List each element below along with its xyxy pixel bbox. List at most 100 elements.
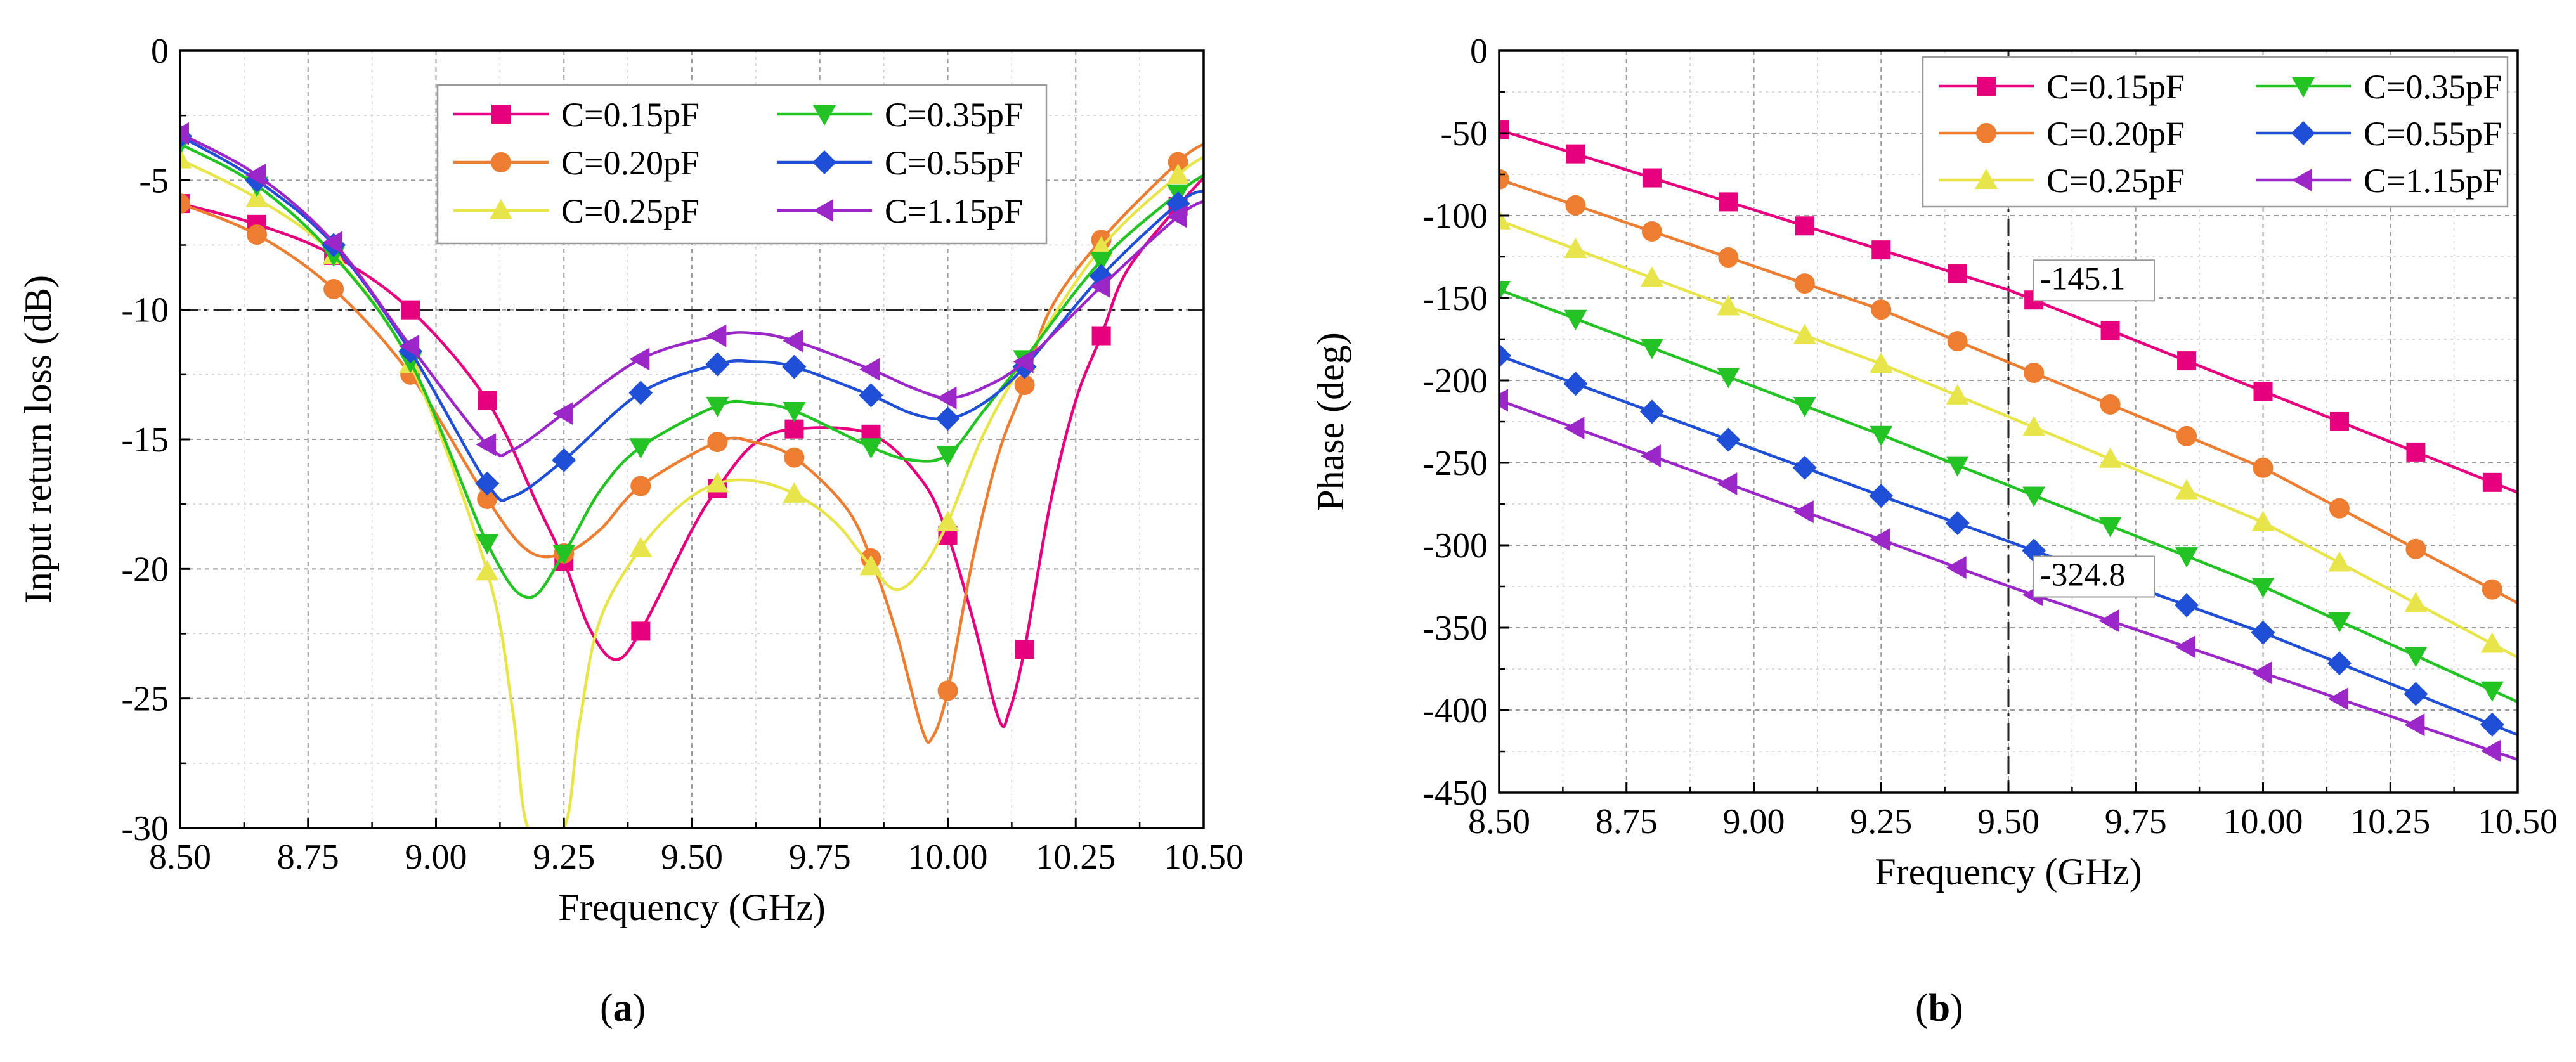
chart-b-point — [1870, 528, 1890, 552]
chart-b-point — [1564, 309, 1587, 330]
chart-a-x-tick-label: 9.75 — [789, 838, 851, 877]
chart-b-point — [2404, 592, 2428, 612]
chart-b-point — [1869, 484, 1894, 508]
chart-a-legend-entry: C=1.15pF — [777, 192, 1023, 230]
chart-a-series — [180, 122, 1204, 828]
chart-a-y-tick-label: 0 — [151, 32, 169, 71]
chart-a-point — [1013, 350, 1034, 373]
chart-b-point — [2098, 447, 2122, 468]
chart-b-annotation: -145.1 — [2033, 259, 2155, 302]
chart-b-point — [1642, 168, 1662, 188]
chart-a-point — [936, 386, 957, 410]
chart-a-line — [180, 155, 1204, 828]
chart-b-point — [2177, 351, 2197, 371]
chart-a-point — [936, 510, 959, 531]
chart-b-point — [1794, 273, 1815, 294]
chart-b-legend-entry: C=0.55pF — [2256, 115, 2502, 153]
chart-a-x-tick-label: 9.25 — [533, 838, 595, 877]
chart-b-x-tick-label: 9.00 — [1723, 802, 1785, 841]
chart-b-point — [2176, 425, 2197, 446]
chart-b-series-C=0.15pF — [1499, 120, 2518, 494]
chart-b-point — [2406, 442, 2426, 462]
chart-b-point — [2327, 612, 2351, 633]
chart-a-x-axis-title: Frequency (GHz) — [558, 886, 826, 928]
chart-a-point — [935, 406, 960, 431]
chart-a-point — [784, 419, 804, 439]
chart-b-x-axis-title: Frequency (GHz) — [1875, 851, 2142, 893]
chart-a-point — [1168, 152, 1188, 172]
chart-a-point — [1166, 205, 1187, 228]
chart-b-point — [1640, 444, 1661, 468]
chart-b-point — [1563, 372, 1588, 396]
chart-a-x-tick-label: 10.00 — [908, 838, 988, 877]
chart-a-point — [322, 231, 343, 254]
chart-a-point — [629, 347, 650, 371]
chart-a-legend-swatch-marker — [490, 199, 512, 219]
chart-b-annotation: -324.8 — [2033, 555, 2155, 598]
chart-a-legend-label: C=1.15pF — [885, 192, 1023, 230]
chart-b-point — [1946, 384, 1969, 405]
chart-b-y-axis-title: Phase (deg) — [1310, 332, 1351, 511]
chart-b-point — [2404, 713, 2425, 737]
chart-a-point — [1090, 252, 1113, 273]
chart-a-legend-box — [436, 84, 1048, 245]
chart-b: -145.1 -324.8 8.50 8.75 9.00 9.25 9.50 9.75 10.0… — [1310, 32, 2558, 893]
chart-b-point — [1793, 500, 1814, 524]
chart-b-series-C=0.20pF — [1499, 169, 2518, 604]
chart-a-point — [1166, 164, 1190, 185]
chart-b-point — [1870, 353, 1893, 373]
chart-a-point — [629, 438, 653, 459]
chart-a-x-tick-label: 9.50 — [661, 838, 723, 877]
chart-b-annotation-label: -324.8 — [2040, 557, 2125, 593]
chart-b-line — [1499, 219, 2518, 659]
chart-a-x-tick-label: 10.50 — [1164, 838, 1244, 877]
chart-a-point — [323, 278, 344, 299]
chart-a-point — [180, 148, 192, 169]
chart-a-point — [552, 448, 576, 472]
chart-b-point — [2251, 578, 2275, 598]
chart-b-point — [1946, 456, 1969, 477]
chart-b-point — [2098, 609, 2119, 633]
chart-a-point — [245, 164, 266, 187]
chart-b-point — [2175, 479, 2199, 500]
panel-label-a-letter: a — [613, 987, 633, 1030]
chart-b-series-C=0.35pF — [1499, 281, 2518, 704]
chart-a-point — [180, 193, 190, 214]
panel-label-b: (b) — [1915, 987, 1963, 1030]
chart-b-point — [2480, 739, 2501, 763]
chart-b-y-tick-label: -350 — [1422, 609, 1488, 648]
chart-b-point — [2329, 411, 2349, 431]
chart-b-point — [1717, 295, 1740, 316]
chart-b-point — [2404, 682, 2428, 706]
chart-b-point — [2022, 415, 2046, 436]
chart-b-point — [2100, 394, 2121, 415]
chart-a-y-tick-label: -10 — [121, 291, 169, 330]
chart-a-x-tick-label: 9.00 — [405, 838, 467, 877]
chart-b-y-tick-label: -250 — [1422, 444, 1488, 483]
chart-a-point — [706, 472, 729, 493]
chart-b-point — [2482, 472, 2502, 492]
panel-label-a: (a) — [600, 987, 646, 1030]
chart-b-point — [1640, 339, 1663, 359]
chart-a-legend-swatch-marker — [491, 152, 511, 172]
chart-b-x-tick-label: 10.00 — [2223, 802, 2303, 841]
chart-b-series-C=1.15pF — [1499, 389, 2518, 763]
chart-a-point — [476, 433, 497, 457]
chart-a-point — [552, 544, 576, 565]
chart-b-legend-label: C=0.15pF — [2046, 68, 2185, 106]
chart-b-point — [1641, 221, 1662, 242]
chart-a-point — [180, 122, 189, 145]
chart-b-line — [1499, 288, 2518, 704]
chart-a-point — [936, 446, 959, 467]
chart-b-y-tick-label: -150 — [1422, 279, 1488, 318]
chart-a-point — [783, 402, 806, 423]
chart-b-point — [2480, 681, 2504, 702]
chart-b-series — [1499, 120, 2518, 763]
chart-b-y-tick-label: -300 — [1422, 526, 1488, 566]
chart-a-legend-swatch-marker — [812, 150, 836, 174]
chart-b-point — [1947, 331, 1968, 352]
chart-b-x-tick-label: 9.25 — [1850, 802, 1912, 841]
chart-b-point — [2251, 661, 2272, 685]
chart-b-legend-label: C=0.25pF — [2046, 162, 2185, 200]
